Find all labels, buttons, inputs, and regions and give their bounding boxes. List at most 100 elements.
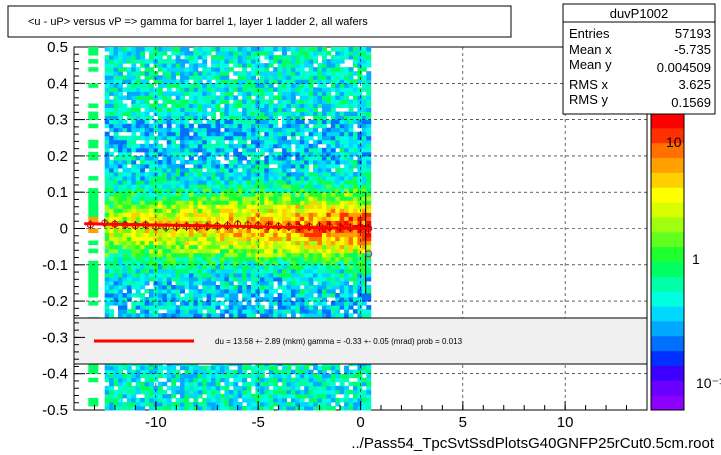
heatmap-cell [308, 313, 314, 318]
heatmap-cell [193, 301, 199, 306]
heatmap-cell [144, 309, 150, 314]
heatmap-cell [366, 256, 372, 262]
heatmap-cell [237, 240, 243, 246]
heatmap-cell [348, 55, 354, 60]
heatmap-cell [259, 248, 265, 254]
heatmap-cell [219, 232, 225, 238]
heatmap-cell [335, 51, 341, 56]
heatmap-cell [215, 71, 221, 76]
heatmap-cell [251, 139, 256, 145]
heatmap-cell [215, 123, 221, 129]
heatmap-cell [321, 401, 327, 407]
heatmap-cell [188, 272, 194, 278]
heatmap-cell [357, 309, 363, 314]
heatmap-cell [313, 373, 319, 379]
heatmap-cell [321, 184, 327, 189]
heatmap-cell [180, 297, 186, 302]
heatmap-cell [211, 67, 217, 72]
heatmap-cell [344, 293, 350, 298]
heatmap-cell [246, 95, 252, 100]
heatmap-cell [295, 63, 301, 68]
heatmap-cell [211, 151, 217, 157]
heatmap-cell [308, 63, 314, 68]
heatmap-cell [299, 289, 305, 294]
heatmap-cell [104, 147, 110, 153]
heatmap-cell [144, 83, 150, 88]
heatmap-cell [251, 208, 256, 213]
heatmap-cell [304, 293, 310, 298]
heatmap-cell [286, 236, 292, 242]
heatmap-cell [317, 119, 323, 125]
heatmap-cell [237, 180, 243, 185]
heatmap-cell [202, 75, 208, 80]
heatmap-cell [180, 119, 186, 125]
heatmap-cell [277, 111, 283, 117]
heatmap-cell [166, 397, 172, 403]
heatmap-cell [268, 87, 274, 92]
heatmap-cell [140, 155, 146, 161]
heatmap-cell [330, 47, 336, 52]
heatmap-cell [255, 252, 261, 258]
heatmap-cell [109, 260, 115, 266]
heatmap-cell [308, 216, 314, 221]
heatmap-cell [251, 111, 256, 117]
heatmap-cell [326, 163, 332, 169]
heatmap-cell [286, 377, 292, 383]
heatmap-cell [104, 79, 110, 84]
heatmap-cell [286, 305, 292, 310]
heatmap-cell [206, 393, 212, 399]
heatmap-cell [224, 264, 230, 270]
heatmap-cell [109, 389, 115, 395]
heatmap-cell [277, 220, 283, 225]
heatmap-cell [162, 293, 168, 298]
heatmap-cell [330, 147, 336, 153]
heatmap-cell [175, 163, 181, 169]
heatmap-cell [330, 373, 336, 379]
heatmap-cell [242, 248, 248, 254]
heatmap-cell [219, 47, 225, 52]
heatmap-cell [299, 51, 305, 56]
heatmap-cell [211, 284, 217, 290]
heatmap-cell [162, 280, 168, 286]
heatmap-cell [259, 365, 265, 371]
heatmap-cell [88, 369, 99, 375]
heatmap-cell [104, 143, 110, 149]
heatmap-cell [117, 389, 123, 395]
heatmap-cell [264, 147, 270, 153]
heatmap-cell [135, 289, 141, 294]
heatmap-cell [299, 188, 305, 193]
heatmap-cell [122, 240, 128, 246]
heatmap-cell [113, 200, 119, 205]
heatmap-cell [321, 196, 327, 201]
heatmap-cell [242, 216, 248, 221]
heatmap-cell [122, 127, 128, 133]
heatmap-cell [117, 107, 123, 113]
heatmap-cell [317, 240, 323, 246]
heatmap-cell [122, 147, 128, 153]
heatmap-cell [126, 297, 132, 302]
heatmap-cell [344, 393, 350, 399]
heatmap-cell [326, 385, 332, 391]
heatmap-cell [357, 71, 363, 76]
heatmap-cell [361, 260, 367, 266]
heatmap-cell [326, 131, 332, 137]
heatmap-cell [295, 365, 301, 371]
heatmap-cell [166, 236, 172, 242]
heatmap-cell [246, 264, 252, 270]
heatmap-cell [122, 204, 128, 209]
heatmap-cell [233, 377, 239, 383]
heatmap-cell [339, 284, 345, 290]
heatmap-cell [140, 309, 146, 314]
heatmap-cell [224, 176, 230, 181]
heatmap-cell [237, 172, 243, 177]
heatmap-cell [188, 260, 194, 266]
heatmap-cell [277, 401, 283, 407]
heatmap-cell [211, 131, 217, 137]
heatmap-cell [188, 373, 194, 379]
heatmap-cell [166, 244, 172, 250]
heatmap-cell [317, 188, 323, 193]
heatmap-cell [206, 405, 212, 411]
heatmap-cell [135, 276, 141, 282]
heatmap-cell [299, 75, 305, 80]
heatmap-cell [88, 377, 99, 383]
